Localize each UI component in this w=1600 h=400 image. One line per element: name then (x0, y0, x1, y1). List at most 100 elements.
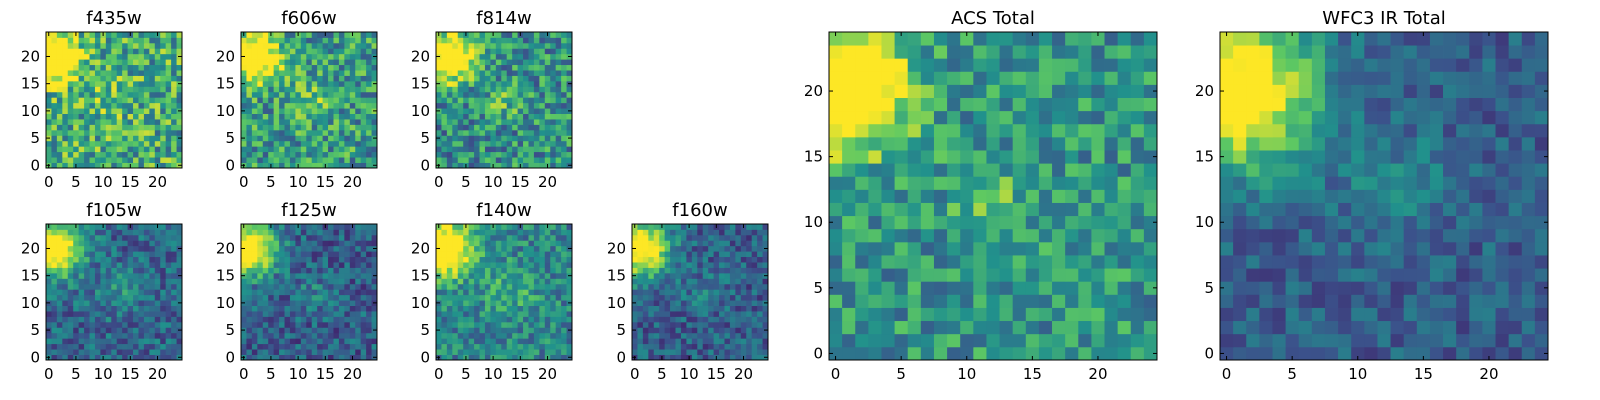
heatmap-cell (273, 86, 280, 93)
heatmap-cell (517, 64, 524, 71)
heatmap-cell (306, 59, 313, 66)
heatmap-cell (317, 332, 323, 339)
heatmap-cell (842, 202, 856, 217)
heatmap-cell (501, 354, 508, 361)
heatmap-cell (100, 229, 107, 236)
heatmap-cell (322, 283, 329, 290)
heatmap-cell (300, 240, 307, 247)
heatmap-cell (176, 289, 183, 296)
heatmap-cell (111, 102, 118, 109)
heatmap-cell (506, 234, 513, 241)
heatmap-cell (702, 245, 709, 252)
heatmap-cell (105, 59, 112, 66)
heatmap-cell (523, 354, 529, 361)
heatmap-cell (154, 108, 161, 114)
y-tick-label: 15 (411, 267, 430, 285)
heatmap-cell (653, 289, 660, 296)
heatmap-cell (933, 202, 948, 217)
heatmap-cell (751, 278, 758, 285)
heatmap-cell (708, 311, 714, 317)
heatmap-cell (468, 224, 475, 230)
heatmap-cell (842, 215, 856, 230)
heatmap-cell (284, 70, 291, 76)
heatmap-cell (550, 97, 557, 104)
heatmap-cell (251, 240, 258, 247)
heatmap-cell (484, 80, 491, 87)
heatmap-cell (1078, 176, 1092, 190)
heatmap-cell (746, 262, 753, 268)
heatmap-cell (322, 37, 329, 44)
heatmap-cell (697, 300, 704, 306)
heatmap-cell (241, 289, 247, 296)
heatmap-cell (539, 91, 546, 98)
heatmap-cell (637, 321, 644, 328)
heatmap-cell (366, 229, 372, 236)
heatmap-cell (436, 113, 442, 120)
heatmap-cell (116, 256, 123, 263)
heatmap-cell (138, 262, 145, 268)
heatmap-cell (463, 283, 470, 290)
heatmap-cell (338, 327, 345, 334)
heatmap-cell (246, 151, 253, 158)
heatmap-cell (56, 262, 63, 268)
heatmap-cell (67, 343, 74, 350)
heatmap-cell (533, 64, 540, 71)
heatmap-cell (724, 262, 731, 268)
heatmap-cell (729, 251, 736, 258)
heatmap-cell (317, 321, 323, 328)
heatmap-cell (512, 343, 518, 350)
heatmap-cell (441, 113, 448, 120)
heatmap-cell (268, 300, 275, 306)
heatmap-cell (474, 294, 480, 301)
heatmap-cell (116, 321, 123, 328)
heatmap-cell (273, 234, 280, 241)
heatmap-cell (842, 189, 856, 203)
heatmap-cell (999, 320, 1014, 335)
heatmap-cell (154, 80, 161, 87)
heatmap-cell (523, 240, 529, 247)
heatmap-cell (366, 64, 372, 71)
heatmap-cell (517, 278, 524, 285)
heatmap-cell (868, 281, 882, 295)
heatmap-cell (138, 338, 145, 345)
heatmap-cell (94, 162, 101, 169)
heatmap-cell (452, 354, 459, 361)
heatmap-cell (268, 251, 275, 258)
heatmap-cell (484, 311, 491, 317)
heatmap-cell (311, 251, 318, 258)
heatmap-cell (257, 240, 264, 247)
heatmap-cell (691, 283, 698, 290)
heatmap-cell (344, 53, 351, 60)
heatmap-cell (322, 332, 329, 339)
heatmap-cell (56, 151, 63, 158)
heatmap-cell (371, 289, 378, 296)
heatmap-cell (855, 346, 869, 361)
heatmap-cell (257, 349, 264, 355)
heatmap-cell (697, 224, 704, 230)
heatmap-cell (344, 272, 351, 279)
heatmap-cell (160, 245, 167, 252)
heatmap-cell (311, 321, 318, 328)
heatmap-cell (523, 80, 529, 87)
heatmap-cell (246, 245, 253, 252)
heatmap-cell (67, 157, 74, 163)
heatmap-cell (566, 140, 573, 147)
heatmap-cell (262, 332, 269, 339)
heatmap-cell (713, 289, 720, 296)
heatmap-cell (740, 289, 747, 296)
heatmap-cell (311, 338, 318, 345)
heatmap-cell (517, 240, 524, 247)
heatmap-cell (697, 256, 704, 263)
heatmap-cell (724, 224, 731, 230)
heatmap-cell (289, 37, 296, 44)
heatmap-cell (311, 162, 318, 169)
heatmap-cell (371, 91, 378, 98)
heatmap-cell (517, 267, 524, 274)
heatmap-cell (539, 32, 546, 38)
heatmap-cell (133, 129, 139, 136)
heatmap-cell (479, 294, 486, 301)
heatmap-cell (544, 338, 551, 345)
heatmap-cell (241, 97, 247, 104)
heatmap-cell (751, 332, 758, 339)
heatmap-cell (550, 283, 557, 290)
